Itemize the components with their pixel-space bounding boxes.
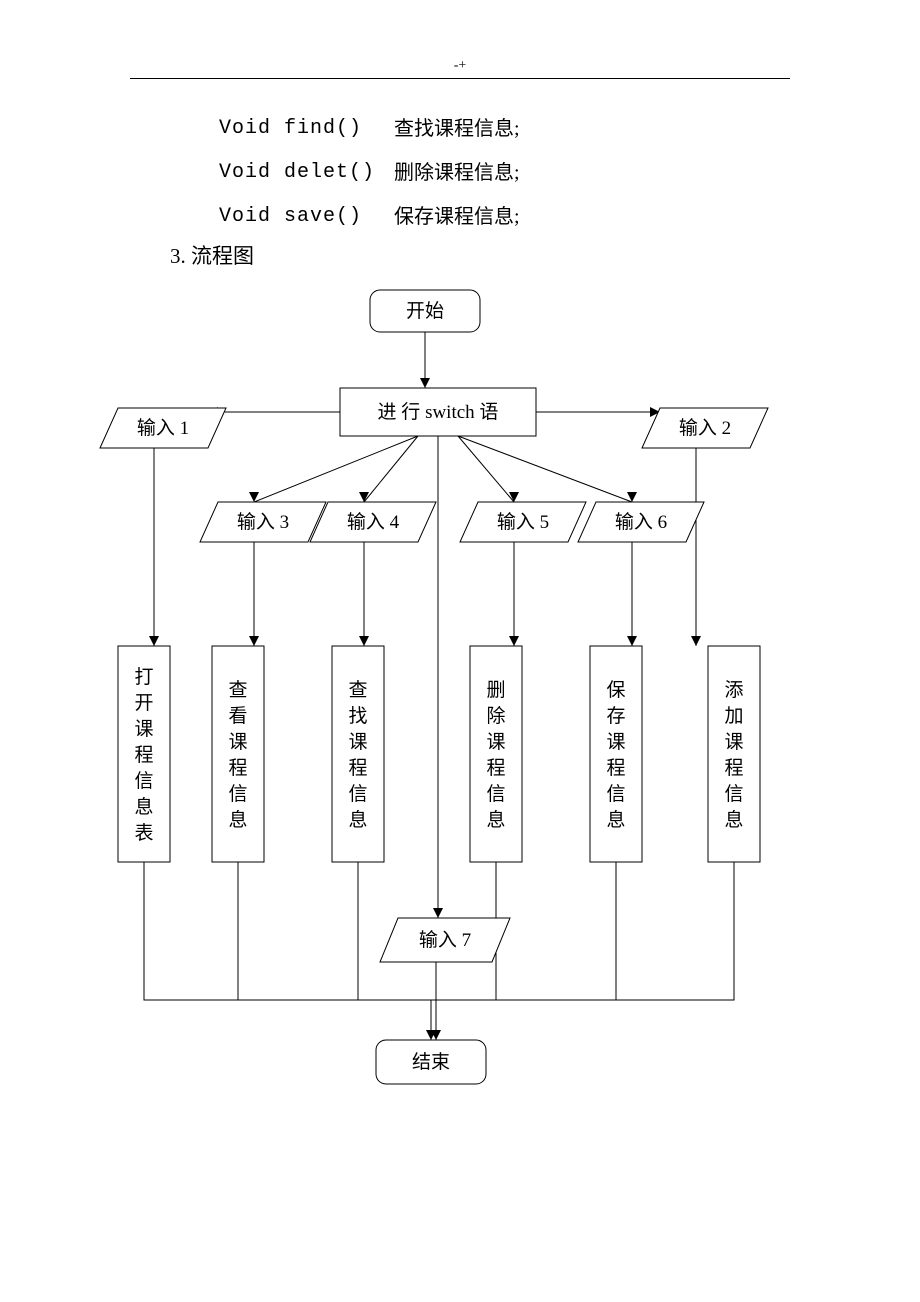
svg-text:输入 4: 输入 4 [347, 511, 400, 533]
section-title: 3. 流程图 [170, 240, 254, 270]
svg-text:课: 课 [228, 731, 247, 753]
function-row: Void find() 查找课程信息; [219, 107, 520, 151]
svg-text:息: 息 [134, 796, 153, 818]
svg-text:删: 删 [486, 679, 505, 701]
header-marker: -+ [0, 58, 920, 74]
svg-text:输入 2: 输入 2 [679, 417, 731, 439]
svg-text:查: 查 [228, 679, 247, 701]
svg-text:看: 看 [228, 705, 247, 727]
svg-text:课: 课 [724, 731, 743, 753]
svg-text:息: 息 [486, 809, 505, 831]
svg-text:程: 程 [486, 757, 505, 779]
svg-text:开: 开 [134, 693, 153, 714]
function-code: Void find() [219, 107, 394, 151]
flowchart: 开始进 行 switch 语输入 1 输入 2 输入 3 输入 4 输入 5 输入 6 打开… [80, 280, 840, 1130]
svg-text:课: 课 [134, 718, 153, 740]
svg-text:输入 7: 输入 7 [419, 929, 471, 951]
svg-text:息: 息 [606, 809, 625, 831]
svg-text:除: 除 [486, 705, 505, 727]
svg-text:输入 5: 输入 5 [497, 511, 549, 533]
function-desc: 查找课程信息; [394, 107, 520, 151]
svg-text:加: 加 [724, 705, 743, 727]
svg-text:信: 信 [486, 783, 505, 805]
function-desc: 保存课程信息; [394, 195, 520, 239]
svg-text:程: 程 [348, 757, 367, 779]
svg-text:息: 息 [724, 809, 743, 831]
function-desc: 删除课程信息; [394, 151, 520, 195]
svg-text:程: 程 [606, 757, 625, 779]
function-row: Void delet() 删除课程信息; [219, 151, 520, 195]
function-row: Void save() 保存课程信息; [219, 195, 520, 239]
svg-text:保: 保 [606, 679, 625, 701]
svg-text:存: 存 [606, 705, 625, 727]
page: -+ Void find() 查找课程信息; Void delet() 删除课程… [0, 0, 920, 1302]
svg-text:信: 信 [134, 770, 153, 792]
svg-text:结束: 结束 [412, 1051, 450, 1073]
svg-text:程: 程 [134, 744, 153, 766]
svg-text:信: 信 [228, 783, 247, 805]
svg-text:息: 息 [228, 809, 247, 831]
svg-text:课: 课 [606, 731, 625, 753]
svg-text:表: 表 [134, 822, 153, 844]
function-code: Void save() [219, 195, 394, 239]
svg-text:找: 找 [348, 705, 367, 727]
svg-text:程: 程 [228, 757, 247, 779]
function-code: Void delet() [219, 151, 394, 195]
svg-text:添: 添 [724, 679, 743, 701]
svg-text:信: 信 [606, 783, 625, 805]
svg-text:课: 课 [348, 731, 367, 753]
svg-text:输入 6: 输入 6 [615, 511, 667, 533]
header-rule [130, 78, 790, 79]
svg-text:信: 信 [348, 783, 367, 805]
svg-text:查: 查 [348, 679, 367, 701]
svg-text:课: 课 [486, 731, 505, 753]
svg-text:进 行 switch 语: 进 行 switch 语 [378, 401, 499, 423]
function-list: Void find() 查找课程信息; Void delet() 删除课程信息;… [219, 107, 520, 239]
svg-text:开始: 开始 [406, 300, 444, 322]
svg-text:息: 息 [348, 809, 367, 831]
svg-text:程: 程 [724, 757, 743, 779]
svg-text:信: 信 [724, 783, 743, 805]
svg-text:输入 1: 输入 1 [137, 417, 189, 439]
svg-text:打: 打 [134, 666, 153, 688]
svg-text:输入 3: 输入 3 [237, 511, 289, 533]
